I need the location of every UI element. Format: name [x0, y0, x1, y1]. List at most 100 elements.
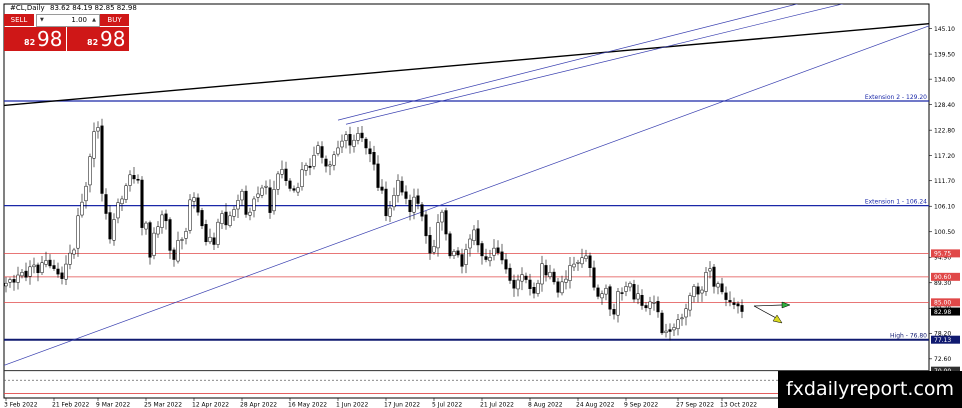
candle-up: [328, 164, 332, 167]
candle-up: [332, 154, 336, 166]
candle-up: [128, 174, 132, 186]
candle-up: [216, 221, 220, 245]
candle-up: [272, 189, 276, 212]
plot-area[interactable]: [3, 3, 930, 399]
candlesticks: [4, 118, 744, 341]
y-tick-label: 78.20: [934, 331, 951, 338]
candle-up: [160, 214, 164, 228]
y-tick-label: 128.40: [934, 102, 955, 109]
candle-up: [228, 215, 232, 226]
arrow-down-icon: [772, 314, 783, 324]
buy-button[interactable]: BUY: [100, 14, 129, 26]
candle-down: [292, 188, 296, 191]
candle-up: [112, 219, 116, 241]
y-tick-label: 122.80: [934, 127, 955, 134]
x-tick-label: 28 Apr 2022: [240, 402, 277, 408]
lot-decrease-icon[interactable]: ▼: [40, 17, 44, 23]
candle-up: [240, 190, 244, 201]
level-value-label: 95.75: [934, 251, 951, 258]
candle-down: [416, 195, 420, 204]
candle-up: [600, 293, 604, 299]
candle-up: [344, 134, 348, 141]
candle-down: [640, 295, 644, 306]
candle-up: [296, 187, 300, 193]
candle-down: [212, 237, 216, 245]
candle-up: [540, 263, 544, 285]
candle-down: [168, 219, 172, 251]
candle-down: [244, 190, 248, 215]
candle-down: [444, 210, 448, 235]
candle-down: [608, 286, 612, 310]
candle-up: [40, 262, 44, 273]
candle-up: [352, 139, 356, 147]
candle-up: [220, 213, 224, 224]
candle-down: [456, 250, 460, 256]
candle-up: [412, 196, 416, 213]
buy-price-button[interactable]: 82 98: [67, 27, 129, 51]
candle-up: [604, 287, 608, 295]
candle-down: [204, 224, 208, 243]
lot-size-field[interactable]: ▼ 1.00 ▲: [36, 14, 100, 27]
candle-down: [408, 199, 412, 212]
level-label: High - 76.80: [890, 333, 927, 340]
x-tick-label: 27 Sep 2022: [676, 402, 714, 408]
candle-down: [136, 179, 140, 181]
candle-up: [440, 211, 444, 223]
candle-down: [524, 275, 528, 280]
candle-up: [564, 278, 568, 283]
candle-up: [180, 239, 184, 241]
candle-up: [676, 319, 680, 329]
candle-up: [264, 185, 268, 188]
candle-up: [516, 279, 520, 290]
candle-up: [156, 226, 160, 235]
candle-down: [480, 243, 484, 257]
candle-up: [236, 200, 240, 210]
candle-up: [560, 281, 564, 294]
candle-up: [452, 251, 456, 256]
sell-price-big: 98: [37, 27, 63, 51]
level-value-tag: [931, 335, 960, 344]
level-value-tag: [931, 366, 960, 375]
candle-up: [468, 238, 472, 249]
candle-down: [12, 279, 16, 283]
x-tick-label: 5 Jul 2022: [432, 402, 462, 408]
candle-down: [592, 267, 596, 288]
level-value-tag: [931, 249, 960, 258]
candle-up: [700, 289, 704, 294]
candle-up: [624, 286, 628, 292]
candle-up: [80, 201, 84, 216]
sell-button[interactable]: SELL: [4, 14, 34, 26]
candle-up: [492, 247, 496, 256]
candle-up: [44, 260, 48, 265]
candle-down: [460, 254, 464, 267]
sell-price-button[interactable]: 82 98: [4, 27, 66, 51]
candle-up: [568, 265, 572, 281]
candle-up: [584, 255, 588, 259]
chart-title-ohlc: 83.62 84.19 82.85 82.98: [50, 4, 137, 12]
candle-up: [616, 291, 620, 316]
y-tick-label: 89.30: [934, 280, 951, 287]
y-tick-label: 139.50: [934, 51, 955, 58]
candle-up: [436, 222, 440, 249]
candle-up: [684, 308, 688, 318]
candle-up: [96, 127, 100, 132]
buy-price-small: 82: [87, 38, 99, 47]
trendline-channel-lower: [4, 25, 929, 366]
candle-down: [724, 292, 728, 300]
candle-down: [308, 165, 312, 168]
x-tick-label: 12 Apr 2022: [192, 402, 229, 408]
candle-up: [692, 286, 696, 297]
sell-price-small: 82: [24, 38, 36, 47]
lot-increase-icon[interactable]: ▲: [92, 17, 96, 23]
candle-up: [636, 293, 640, 300]
candle-up: [488, 257, 492, 262]
candle-up: [312, 154, 316, 167]
arrow-down-shaft: [753, 305, 777, 319]
candle-up: [648, 301, 652, 309]
candle-down: [632, 284, 636, 300]
candle-down: [268, 187, 272, 213]
x-tick-label: 8 Aug 2022: [528, 402, 563, 408]
candle-down: [164, 213, 168, 222]
level-label: Extension 2 - 129.20: [865, 94, 927, 101]
candle-down: [288, 180, 292, 189]
